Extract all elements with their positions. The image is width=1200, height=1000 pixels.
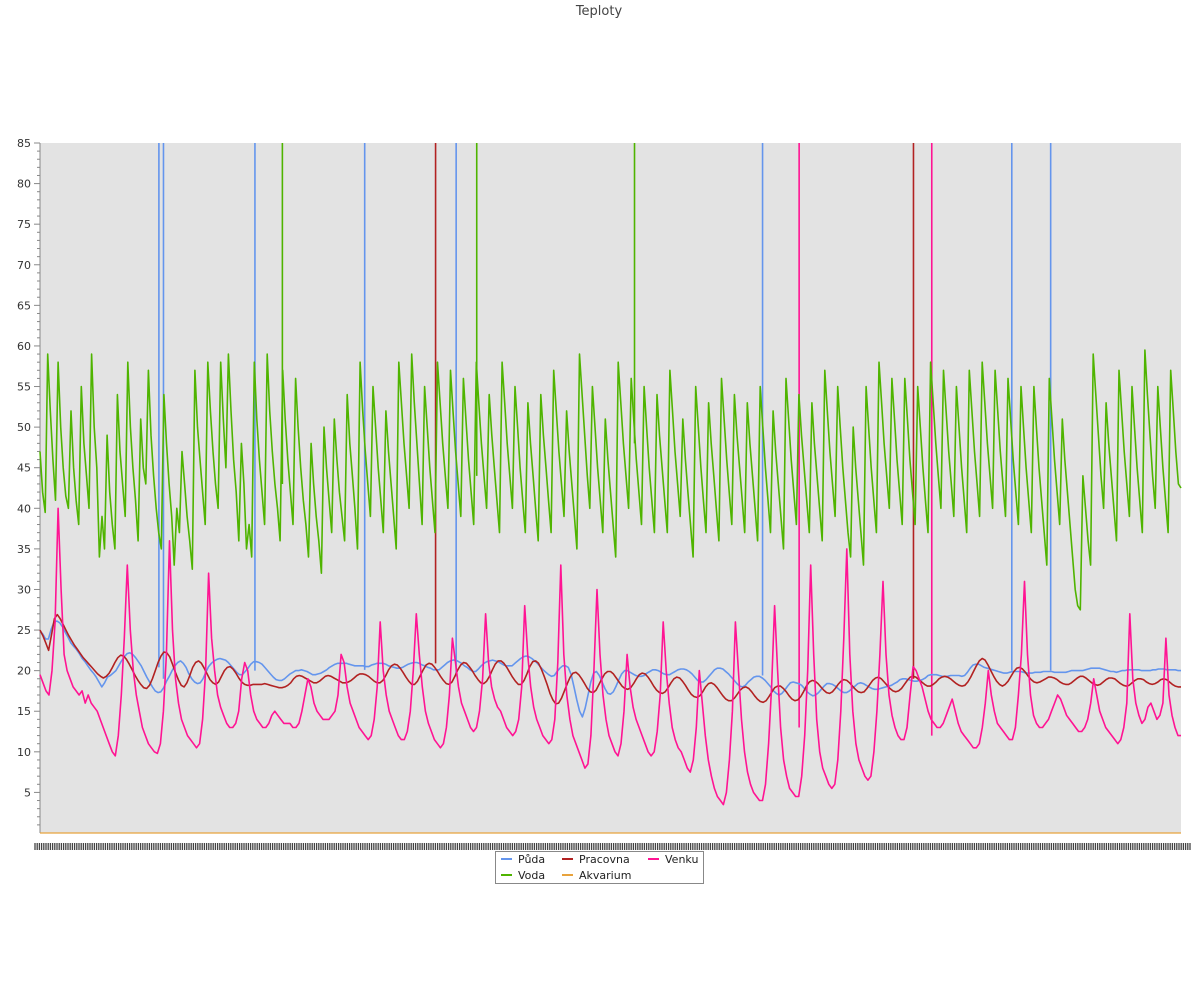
legend-label-pracovna: Pracovna bbox=[579, 853, 630, 866]
series-layer bbox=[39, 143, 1182, 834]
y-tick-label: 45 bbox=[17, 462, 31, 475]
legend-label-voda: Voda bbox=[518, 869, 546, 882]
y-tick-label: 65 bbox=[17, 299, 31, 312]
y-tick-label: 60 bbox=[17, 340, 31, 353]
y-tick-label: 70 bbox=[17, 259, 31, 272]
y-tick-label: 35 bbox=[17, 543, 31, 556]
legend-swatch-akvarium bbox=[562, 874, 573, 876]
legend: Půda Pracovna Venku Voda Akvarium bbox=[495, 851, 704, 884]
y-tick-label: 55 bbox=[17, 381, 31, 394]
legend-item-voda: Voda bbox=[501, 869, 545, 883]
legend-swatch-voda bbox=[501, 874, 512, 876]
chart-title: Teploty bbox=[575, 4, 623, 19]
legend-label-akvarium: Akvarium bbox=[579, 869, 632, 882]
series-line-pracovna bbox=[39, 613, 1181, 705]
y-tick-label: 80 bbox=[17, 178, 31, 191]
x-ticks bbox=[34, 843, 1191, 850]
x-axis bbox=[34, 832, 1191, 850]
series-line-venku bbox=[39, 507, 1181, 806]
legend-swatch-puda bbox=[501, 858, 512, 860]
y-tick-label: 85 bbox=[17, 137, 31, 150]
legend-label-venku: Venku bbox=[665, 853, 699, 866]
legend-item-akvarium: Akvarium bbox=[562, 869, 631, 883]
legend-label-puda: Půda bbox=[518, 853, 546, 866]
y-tick-label: 20 bbox=[17, 665, 31, 678]
y-tick-label: 15 bbox=[17, 705, 31, 718]
legend-item-pracovna: Pracovna bbox=[562, 853, 630, 867]
y-tick-label: 75 bbox=[17, 218, 31, 231]
y-tick-label: 10 bbox=[17, 746, 31, 759]
y-tick-label: 30 bbox=[17, 583, 31, 596]
y-axis: 5 10 15 20 25 30 35 40 45 50 55 60 65 70 75 80 85 bbox=[17, 137, 41, 833]
series-line-voda bbox=[39, 349, 1182, 611]
legend-swatch-pracovna bbox=[562, 858, 573, 860]
legend-item-puda: Půda bbox=[501, 853, 545, 867]
legend-swatch-venku bbox=[648, 858, 659, 860]
y-tick-label: 25 bbox=[17, 624, 31, 637]
y-tick-label: 5 bbox=[24, 786, 31, 799]
y-tick-label: 40 bbox=[17, 502, 31, 515]
legend-item-venku: Venku bbox=[648, 853, 698, 867]
y-tick-label: 50 bbox=[17, 421, 31, 434]
